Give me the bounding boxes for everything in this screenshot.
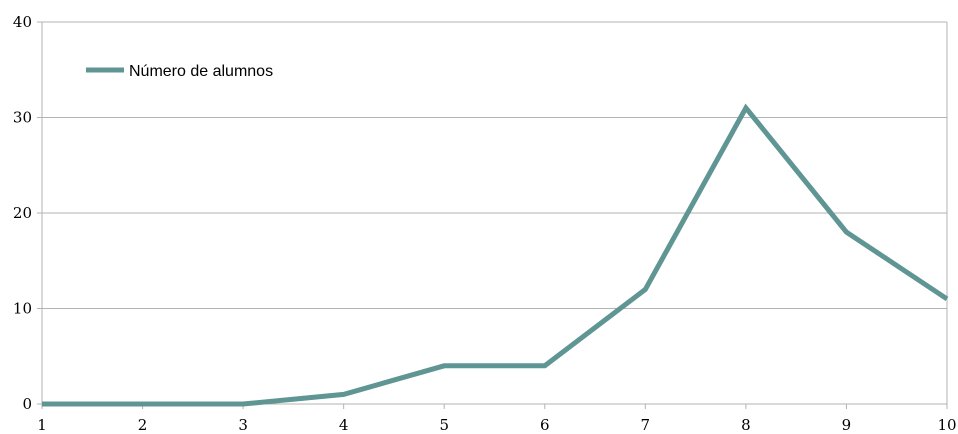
x-tick-labels: 1 2 3 4 5 6 7 8 9 10: [37, 416, 956, 434]
y-tick-label: 20: [13, 204, 32, 222]
y-tick-labels: 0 10 20 30 40: [13, 13, 32, 413]
x-tick-label: 9: [842, 416, 852, 434]
x-tick-label: 1: [37, 416, 47, 434]
x-tick-label: 4: [339, 416, 349, 434]
x-tick-label: 3: [238, 416, 248, 434]
y-tick-label: 0: [22, 395, 32, 413]
x-tick-label: 2: [138, 416, 148, 434]
y-tick-label: 10: [13, 300, 32, 318]
series-lines: [42, 103, 949, 407]
x-tick-label: 7: [641, 416, 651, 434]
x-tick-label: 6: [540, 416, 550, 434]
y-tick-label: 30: [13, 109, 32, 127]
axes: [37, 21, 948, 409]
series-line: [42, 103, 949, 407]
legend: Número de alumnos: [86, 63, 273, 80]
y-tick-label: 40: [13, 13, 32, 31]
legend-label: Número de alumnos: [129, 63, 273, 80]
x-tick-label: 8: [741, 416, 751, 434]
x-tick-label: 10: [937, 416, 956, 434]
x-tick-label: 5: [439, 416, 449, 434]
